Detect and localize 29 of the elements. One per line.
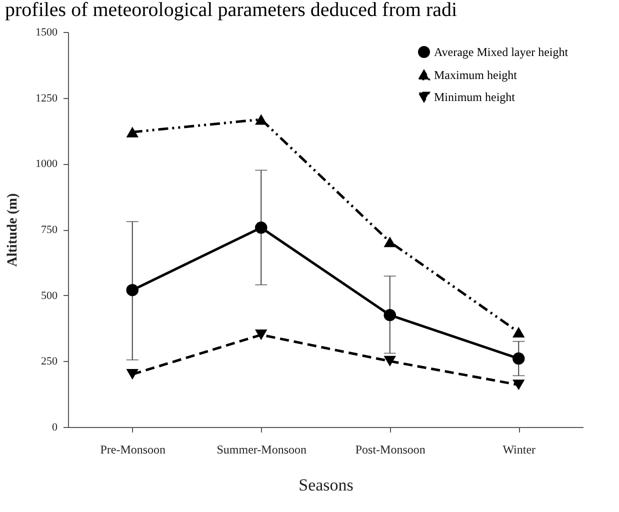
legend-label: Average Mixed layer height	[434, 45, 569, 59]
legend-label: Minimum height	[434, 90, 516, 104]
legend-label: Maximum height	[434, 68, 518, 82]
x-tick-label: Post-Monsoon	[355, 442, 426, 456]
chart-title: profiles of meteorological parameters deduced from radi	[5, 0, 458, 21]
y-tick-label: 750	[41, 224, 58, 236]
y-tick-label: 250	[41, 356, 58, 368]
y-tick-label: 1250	[36, 92, 58, 104]
point	[512, 352, 525, 365]
x-tick-label: Pre-Monsoon	[100, 442, 166, 456]
point	[126, 284, 138, 296]
y-tick-label: 500	[41, 290, 58, 302]
point	[512, 326, 525, 338]
point	[384, 236, 396, 248]
y-tick-label: 1500	[36, 26, 58, 38]
point	[255, 114, 268, 125]
point	[512, 380, 525, 390]
y-tick-label: 1000	[36, 158, 58, 170]
x-tick-label: Summer-Monsoon	[216, 442, 307, 456]
x-axis-title: Seasons	[298, 476, 354, 494]
point	[384, 356, 396, 366]
point	[384, 308, 396, 322]
y-tick-label: 0	[52, 422, 58, 434]
point	[126, 369, 138, 380]
point	[255, 222, 268, 234]
y-axis-title: Altitude (m)	[6, 192, 20, 267]
point	[255, 330, 268, 340]
point	[126, 126, 138, 138]
x-tick-label: Winter	[502, 442, 536, 456]
